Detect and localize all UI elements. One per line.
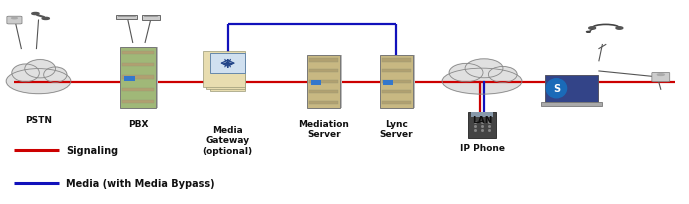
Text: PSTN: PSTN: [25, 115, 52, 124]
FancyBboxPatch shape: [382, 91, 411, 94]
FancyBboxPatch shape: [382, 70, 411, 73]
FancyBboxPatch shape: [307, 55, 340, 108]
FancyBboxPatch shape: [471, 112, 493, 117]
Text: Mediation
Server: Mediation Server: [298, 119, 349, 139]
FancyBboxPatch shape: [124, 77, 134, 82]
Ellipse shape: [42, 18, 50, 20]
Ellipse shape: [449, 64, 483, 82]
FancyBboxPatch shape: [121, 47, 156, 108]
Ellipse shape: [32, 13, 39, 16]
Ellipse shape: [43, 68, 67, 83]
FancyBboxPatch shape: [544, 76, 598, 102]
FancyBboxPatch shape: [382, 101, 411, 104]
Text: IP Phone: IP Phone: [460, 144, 504, 153]
FancyBboxPatch shape: [382, 56, 415, 109]
FancyBboxPatch shape: [203, 51, 245, 88]
Ellipse shape: [616, 28, 623, 30]
Ellipse shape: [589, 28, 595, 30]
FancyBboxPatch shape: [309, 91, 338, 94]
FancyBboxPatch shape: [123, 76, 154, 79]
FancyBboxPatch shape: [7, 17, 22, 25]
FancyBboxPatch shape: [309, 59, 338, 62]
Ellipse shape: [6, 69, 71, 94]
FancyBboxPatch shape: [309, 80, 338, 83]
Ellipse shape: [12, 18, 17, 20]
FancyBboxPatch shape: [382, 59, 411, 62]
Ellipse shape: [657, 74, 664, 76]
Text: +: +: [222, 57, 234, 71]
FancyBboxPatch shape: [383, 81, 393, 86]
FancyBboxPatch shape: [311, 81, 320, 86]
Text: PBX: PBX: [128, 119, 148, 128]
FancyBboxPatch shape: [142, 16, 160, 21]
Ellipse shape: [442, 69, 522, 95]
FancyBboxPatch shape: [209, 54, 245, 74]
Ellipse shape: [586, 32, 590, 33]
FancyBboxPatch shape: [206, 53, 245, 90]
Text: S: S: [553, 84, 560, 94]
FancyBboxPatch shape: [123, 100, 154, 104]
FancyBboxPatch shape: [541, 102, 601, 106]
Ellipse shape: [465, 60, 503, 78]
Ellipse shape: [489, 67, 517, 83]
FancyBboxPatch shape: [309, 56, 342, 109]
Text: Signaling: Signaling: [66, 146, 118, 156]
FancyBboxPatch shape: [382, 80, 411, 83]
FancyBboxPatch shape: [123, 52, 154, 55]
FancyBboxPatch shape: [209, 55, 245, 92]
FancyBboxPatch shape: [469, 112, 496, 139]
Ellipse shape: [25, 60, 56, 79]
Text: Media
Gateway
(optional): Media Gateway (optional): [203, 125, 253, 155]
Text: Media (with Media Bypass): Media (with Media Bypass): [66, 178, 215, 188]
Ellipse shape: [12, 65, 39, 82]
FancyBboxPatch shape: [116, 16, 137, 20]
FancyBboxPatch shape: [123, 88, 154, 91]
Text: LAN: LAN: [472, 115, 492, 124]
FancyBboxPatch shape: [123, 48, 158, 109]
FancyBboxPatch shape: [123, 64, 154, 67]
FancyBboxPatch shape: [380, 55, 413, 108]
Text: Lync
Server: Lync Server: [379, 119, 413, 139]
FancyBboxPatch shape: [309, 70, 338, 73]
FancyBboxPatch shape: [652, 73, 670, 82]
FancyBboxPatch shape: [309, 101, 338, 104]
Ellipse shape: [546, 79, 566, 98]
